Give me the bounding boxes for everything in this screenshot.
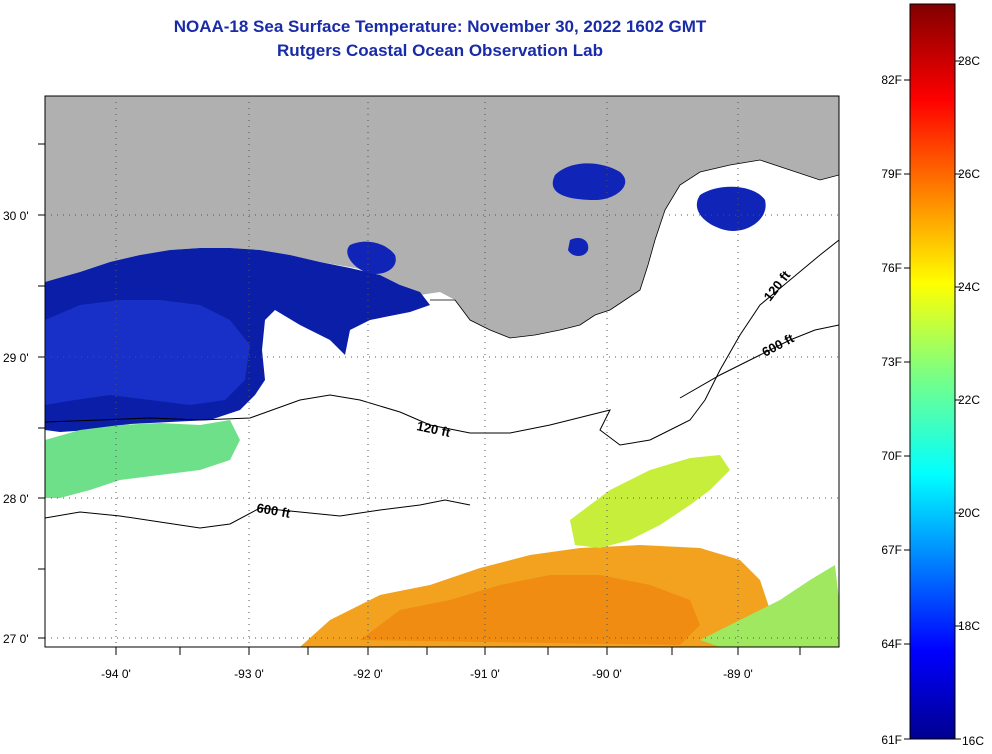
colorbar-f-label: 82F <box>881 73 902 87</box>
colorbar-c-label: 20C <box>958 506 980 520</box>
lat-label: 29 0' <box>3 351 29 365</box>
lon-label: -94 0' <box>101 667 131 681</box>
contour-600ft-east <box>679 324 839 399</box>
colorbar-c-label: 22C <box>958 393 980 407</box>
bay-blue-4 <box>568 238 589 256</box>
mild-water-offshore <box>570 455 730 548</box>
colorbar-f-label: 64F <box>881 637 902 651</box>
colorbar-c-label: 16C <box>962 734 984 748</box>
map-subtitle: Rutgers Coastal Ocean Observation Lab <box>277 41 603 60</box>
lon-label: -92 0' <box>353 667 383 681</box>
cold-water-inner <box>45 300 250 405</box>
map-title: NOAA-18 Sea Surface Temperature: Novembe… <box>173 17 707 36</box>
colorbar-c-label: 26C <box>958 167 980 181</box>
bay-blue-1 <box>552 163 626 200</box>
colorbar-f-label: 70F <box>881 449 902 463</box>
axis-ticks <box>38 143 801 655</box>
colorbar-gradient <box>909 3 956 740</box>
land-mass <box>45 96 839 338</box>
mild-water-east <box>700 565 839 647</box>
colorbar-f-label: 73F <box>881 355 902 369</box>
colorbar-f-label: 61F <box>881 733 902 747</box>
colorbar-f-label: 79F <box>881 167 902 181</box>
colorbar-f-label: 76F <box>881 261 902 275</box>
bay-blue-3 <box>347 241 396 275</box>
map-panel <box>45 96 839 647</box>
warm-water-core <box>360 575 700 645</box>
contour-label-120ft: 120 ft <box>415 418 452 440</box>
lat-label: 27 0' <box>3 632 29 646</box>
lon-label: -90 0' <box>592 667 622 681</box>
bay-blue-2 <box>696 186 766 231</box>
contour-120ft-west <box>45 239 839 446</box>
lon-label: -93 0' <box>234 667 264 681</box>
lon-label: -89 0' <box>723 667 753 681</box>
colorbar: 82F 79F 76F 73F 70F 67F 64F 61F 28C 26C … <box>881 3 984 748</box>
lat-label: 30 0' <box>3 209 29 223</box>
contour-600ft-west <box>45 499 471 529</box>
lat-label: 28 0' <box>3 492 29 506</box>
colorbar-c-label: 24C <box>958 280 980 294</box>
contour-label-600ft: 600 ft <box>255 500 292 521</box>
map-frame <box>44 95 840 648</box>
graticule <box>45 96 839 647</box>
colorbar-f-label: 67F <box>881 543 902 557</box>
colorbar-c-label: 18C <box>958 619 980 633</box>
lon-label: -91 0' <box>470 667 500 681</box>
mild-water-west <box>45 420 240 498</box>
colorbar-c-label: 28C <box>958 54 980 68</box>
coastline <box>430 159 839 339</box>
